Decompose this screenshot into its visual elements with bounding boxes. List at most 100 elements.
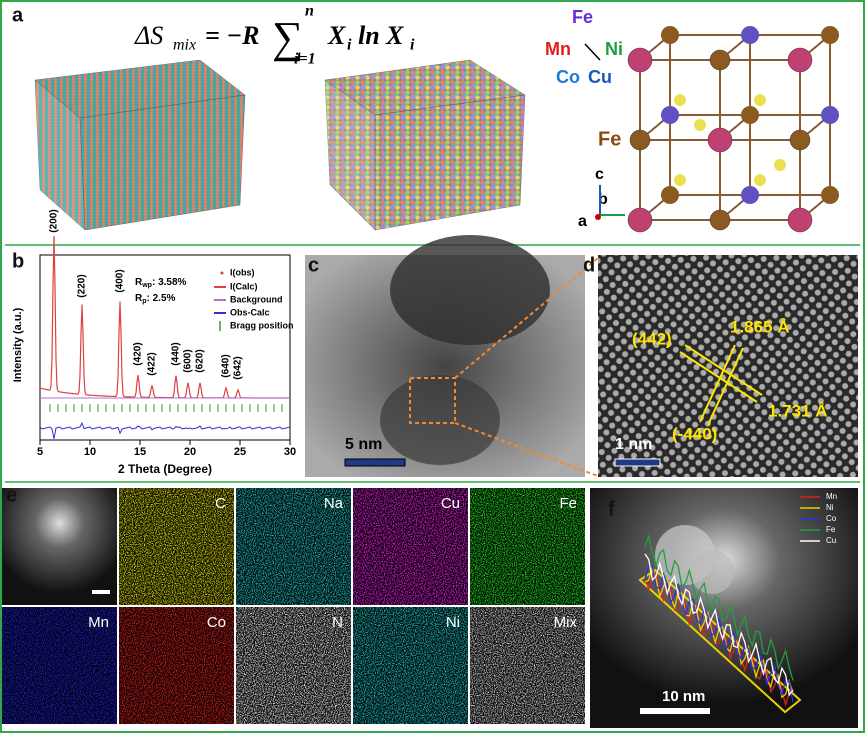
atom [661, 186, 679, 204]
formula-part: i [410, 37, 415, 54]
panel-label: f [608, 498, 615, 520]
atom [821, 186, 839, 204]
formula-part: ΔS [134, 21, 163, 50]
peak-label: (422) [147, 352, 158, 375]
zoom-line [454, 257, 599, 379]
particle [690, 550, 734, 594]
atom [627, 47, 653, 73]
peak-label: (620) [195, 349, 206, 372]
panel-label: d [583, 254, 595, 276]
legend-label: Bragg position [230, 320, 294, 330]
scale-label: 5 nm [345, 436, 382, 453]
structure-label: Fe [598, 128, 621, 150]
lattice-line [699, 344, 736, 423]
element-label: Co [556, 67, 580, 87]
scale-label: 1 nm [615, 436, 652, 453]
spacing-label: 1.865 Å [730, 317, 790, 336]
scale-bar [92, 590, 110, 594]
atom [627, 207, 653, 233]
x-tick-label: 20 [184, 446, 196, 458]
lattice-line [679, 351, 758, 403]
zoom-line [454, 422, 599, 477]
atom [754, 174, 766, 186]
atom [709, 209, 731, 231]
eds-maps: C Na Cu Fe Mn Co N Ni Mix [2, 488, 585, 724]
map-tile [470, 488, 585, 605]
peak-label: (600) [183, 349, 194, 372]
scale-label: 10 nm [662, 688, 705, 705]
map-label: Co [207, 614, 226, 631]
plane-label: (-440) [672, 424, 717, 443]
plot-frame [39, 254, 291, 441]
atom [674, 94, 686, 106]
axes-labels: c b a [578, 166, 625, 230]
peak-label: (440) [171, 342, 182, 365]
map-tile [236, 607, 351, 724]
cube [34, 59, 246, 231]
panel-label: a [12, 4, 24, 26]
atom [787, 47, 813, 73]
formula-part: X [327, 21, 346, 50]
element-label: Ni [605, 39, 623, 59]
atom [674, 174, 686, 186]
formula-part: n [305, 3, 314, 20]
scale-bar [640, 708, 710, 714]
peak-label: (420) [133, 342, 144, 365]
map-tile [119, 488, 234, 605]
lattice-line [707, 347, 744, 426]
haadf-tile [2, 488, 117, 605]
atom [774, 159, 786, 171]
formula-part: i=1 [294, 51, 316, 68]
atom [694, 119, 706, 131]
arrow [584, 43, 601, 61]
atom [741, 186, 759, 204]
axis-arrow [595, 214, 601, 220]
atom [787, 207, 813, 233]
panel-label: e [6, 484, 17, 506]
atom [707, 127, 733, 153]
peak-label: (200) [49, 209, 60, 232]
fit-stat: Rwp: 3.58% [135, 277, 187, 289]
peak-label: (640) [221, 354, 232, 377]
map-tile [470, 607, 585, 724]
atom [754, 94, 766, 106]
panel-label: c [308, 254, 319, 276]
formula-part: ∑ [272, 13, 303, 62]
element-label: Mn [545, 39, 571, 59]
x-tick-label: 25 [234, 446, 246, 458]
legend-label: Background [230, 294, 283, 304]
fit-stats: Rwp: 3.58% Rp: 2.5% [135, 277, 187, 305]
axis-label: c [595, 166, 604, 183]
map-label: C [215, 495, 226, 512]
formula: ΔS mix = −R ∑ n i=1 X i ln X i [134, 3, 415, 68]
atom [709, 49, 731, 71]
map-tile [2, 607, 117, 724]
atom [741, 106, 759, 124]
scan-profile [644, 553, 794, 697]
atom [821, 26, 839, 44]
atom [629, 129, 651, 151]
cube-face [79, 94, 246, 231]
x-tick-label: 10 [84, 446, 96, 458]
map-tile [353, 607, 468, 724]
atom [661, 26, 679, 44]
hrtem-image [598, 255, 858, 477]
map-label: Fe [559, 495, 577, 512]
xrd-plot: 5 10 15 20 25 30 (200) (220) (400) (420) (422) (440… [37, 209, 296, 458]
x-axis-label: 2 Theta (Degree) [118, 462, 212, 476]
map-label: Na [324, 495, 344, 512]
atom [789, 129, 811, 151]
scan-profile [644, 565, 794, 703]
legend-swatch [220, 271, 224, 275]
x-tick-label: 15 [134, 446, 146, 458]
legend: Mn Ni Co Fe Cu [800, 492, 837, 545]
legend-label: Co [826, 514, 837, 523]
map-label: N [332, 614, 343, 631]
peak-label: (400) [115, 269, 126, 292]
formula-part: ln X [358, 21, 404, 50]
spacing-label: 1.731 Å [768, 401, 828, 420]
legend: I(obs) I(Calc) Background Obs-Calc Bragg… [214, 267, 294, 331]
legend-label: I(obs) [230, 267, 255, 277]
